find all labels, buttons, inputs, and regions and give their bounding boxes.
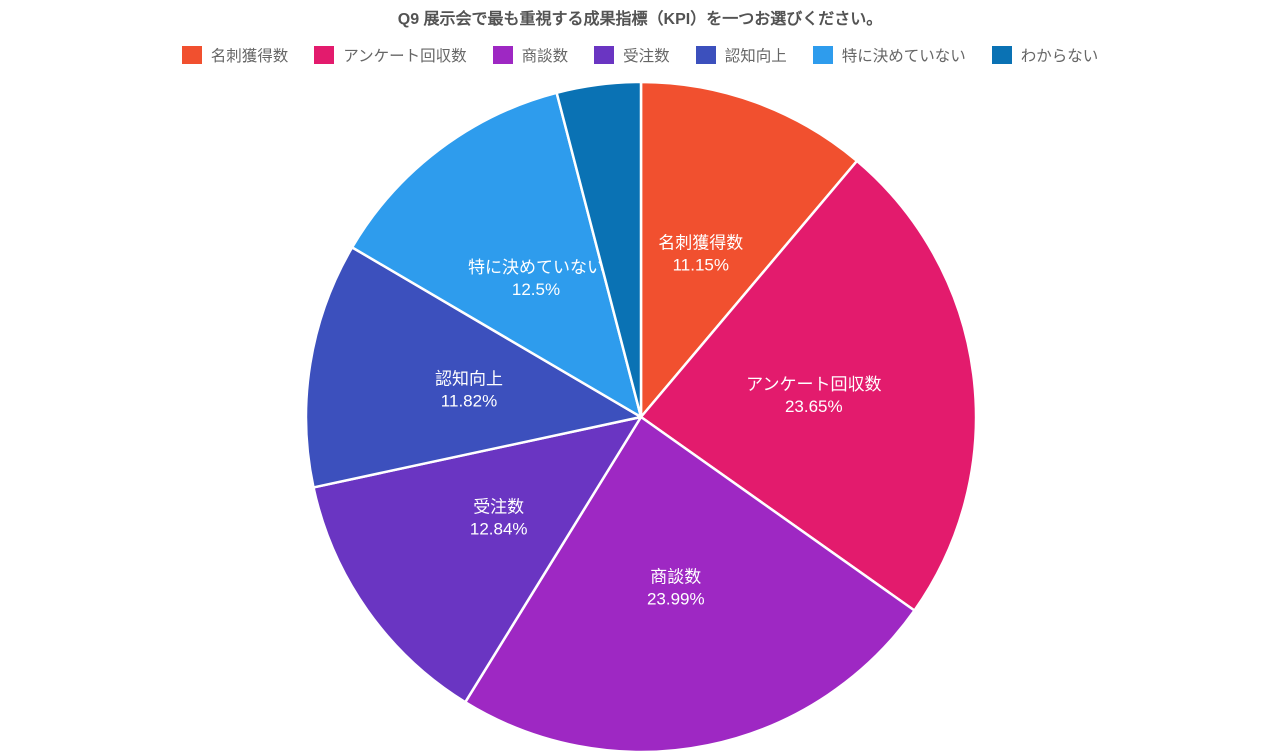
legend-label: わからない (1020, 48, 1099, 65)
slice-label-4: 受注数 12.84% (470, 498, 528, 539)
legend-item-7: わからない (991, 44, 1099, 66)
legend-label: 認知向上 (724, 48, 787, 65)
legend-label: 名刺獲得数 (210, 48, 289, 65)
slice-label-5: 認知向上 11.82% (435, 369, 503, 410)
pie-slice-5 (304, 246, 643, 489)
slice-label-2: アンケート回収数 23.65% (746, 375, 881, 416)
legend: 名刺獲得数 アンケート回収数 商談数 受注数 認知向上 特に決めていない わからない (0, 44, 1280, 66)
legend-item-2: アンケート回収数 (314, 44, 467, 66)
legend-swatch (991, 46, 1012, 64)
pie-slice-2 (639, 159, 978, 612)
slice-label-6: 特に決めていない 12.5% (468, 258, 604, 299)
legend-item-4: 受注数 (594, 44, 670, 66)
legend-swatch (492, 46, 513, 64)
legend-label: 受注数 (623, 48, 670, 65)
legend-label: 特に決めていない (841, 48, 966, 65)
legend-item-6: 特に決めていない (812, 44, 966, 66)
legend-swatch (695, 46, 716, 64)
legend-swatch (812, 46, 833, 64)
slice-label-3: 商談数 23.99% (647, 568, 705, 609)
pie-slice-6 (350, 91, 643, 419)
pie-slice-4 (312, 415, 643, 704)
legend-item-3: 商談数 (492, 44, 569, 66)
chart-title: Q9 展示会で最も重視する成果指標（KPI）を一つお選びください。 (397, 11, 883, 28)
pie-slice-1 (639, 80, 859, 419)
legend-swatch (594, 46, 615, 64)
legend-label: 商談数 (521, 48, 569, 65)
legend-item-1: 名刺獲得数 (181, 44, 289, 66)
pie-slice-7 (555, 80, 643, 419)
pie-slice-3 (464, 415, 916, 752)
legend-label: アンケート回収数 (343, 48, 467, 65)
slice-label-1: 名刺獲得数 11.15% (658, 233, 743, 274)
legend-swatch (314, 46, 335, 64)
legend-item-5: 認知向上 (695, 44, 787, 66)
legend-swatch (181, 46, 202, 64)
